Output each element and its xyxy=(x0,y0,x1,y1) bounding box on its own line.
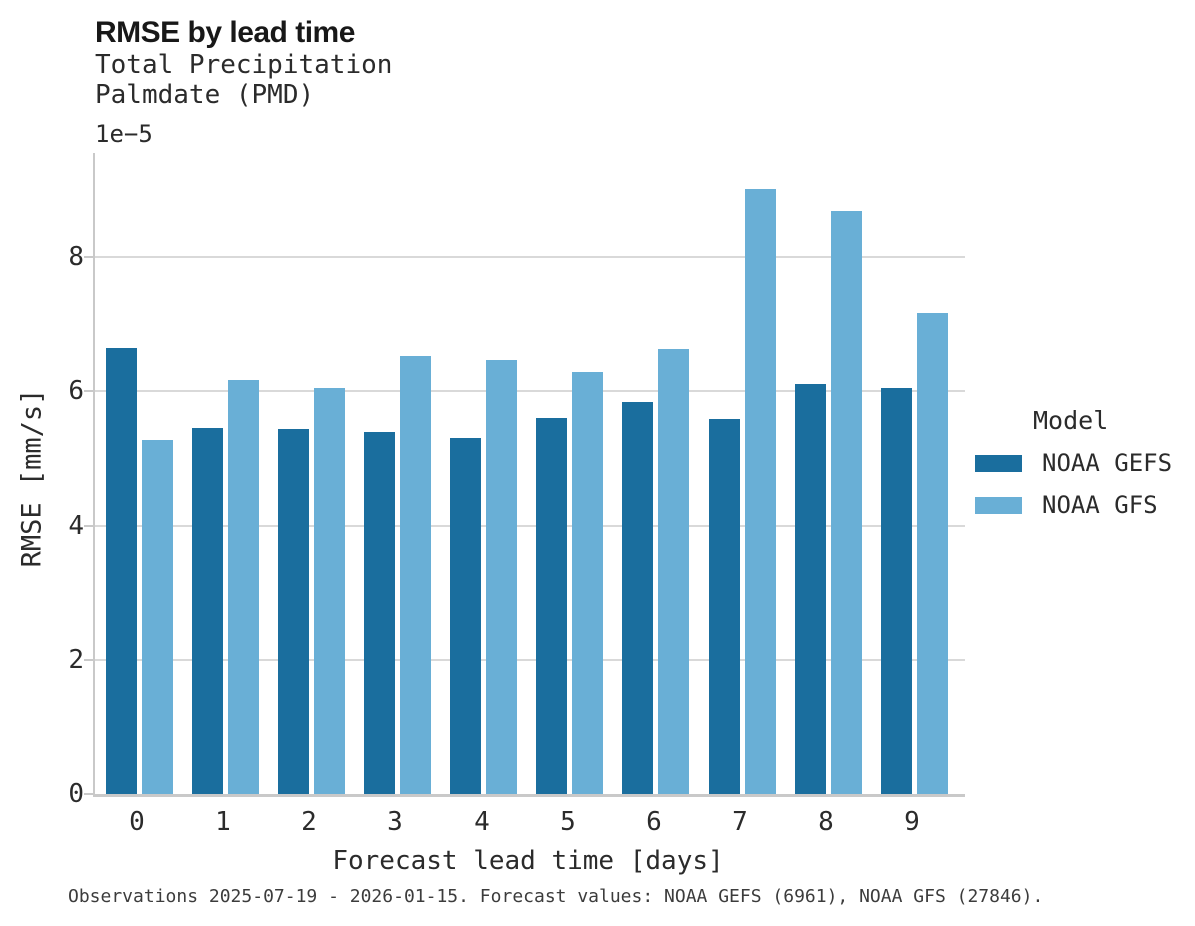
bar-noaa-gefs-day-4 xyxy=(450,438,481,794)
plot-area xyxy=(93,153,965,797)
x-tick-label-9: 9 xyxy=(904,807,920,837)
gridline-y-4 xyxy=(95,524,965,527)
chart-subtitle-line1: Total Precipitation xyxy=(95,50,393,80)
legend-label-noaa-gfs: NOAA GFS xyxy=(1042,491,1158,519)
legend-swatch-noaa-gefs xyxy=(975,454,1022,472)
bar-noaa-gfs-day-0 xyxy=(142,440,173,794)
y-tick-label-2: 2 xyxy=(68,644,84,675)
legend: Model NOAA GEFS NOAA GFS xyxy=(975,406,1172,519)
bar-noaa-gefs-day-5 xyxy=(536,418,567,794)
bar-noaa-gfs-day-6 xyxy=(658,349,689,794)
caption: Observations 2025-07-19 - 2026-01-15. Fo… xyxy=(68,886,1044,907)
bar-noaa-gfs-day-5 xyxy=(572,372,603,794)
bar-noaa-gefs-day-6 xyxy=(622,402,653,794)
y-tick-label-4: 4 xyxy=(68,510,84,541)
bar-noaa-gfs-day-7 xyxy=(745,189,776,794)
y-tick-mark-6 xyxy=(84,390,93,393)
y-tick-mark-0 xyxy=(84,793,93,795)
y-tick-label-8: 8 xyxy=(68,242,84,273)
bar-noaa-gfs-day-8 xyxy=(831,211,862,794)
x-tick-label-0: 0 xyxy=(129,807,145,837)
bar-noaa-gfs-day-1 xyxy=(228,380,259,794)
x-tick-label-5: 5 xyxy=(560,807,576,837)
bar-noaa-gefs-day-2 xyxy=(278,429,309,794)
x-tick-label-8: 8 xyxy=(818,807,834,837)
bar-noaa-gefs-day-0 xyxy=(106,348,137,794)
legend-label-noaa-gefs: NOAA GEFS xyxy=(1042,449,1173,477)
legend-entries: NOAA GEFS NOAA GFS xyxy=(975,449,1172,519)
legend-entry-noaa-gefs: NOAA GEFS xyxy=(975,449,1172,477)
y-axis-offset-label: 1e−5 xyxy=(95,120,153,148)
bar-noaa-gfs-day-3 xyxy=(400,356,431,794)
x-tick-label-7: 7 xyxy=(732,807,748,837)
bar-noaa-gfs-day-2 xyxy=(314,388,345,794)
x-tick-label-6: 6 xyxy=(646,807,662,837)
y-tick-mark-4 xyxy=(84,524,93,527)
y-tick-mark-8 xyxy=(84,256,93,259)
bar-noaa-gefs-day-1 xyxy=(192,428,223,794)
bar-noaa-gefs-day-8 xyxy=(795,384,826,794)
x-tick-label-1: 1 xyxy=(215,807,231,837)
bar-noaa-gfs-day-4 xyxy=(486,360,517,794)
chart-subtitle-line2: Palmdate (PMD) xyxy=(95,80,315,110)
legend-entry-noaa-gfs: NOAA GFS xyxy=(975,491,1172,519)
y-tick-mark-2 xyxy=(84,658,93,661)
y-tick-label-0: 0 xyxy=(68,779,84,809)
legend-swatch-noaa-gfs xyxy=(975,496,1022,514)
chart-title: RMSE by lead time xyxy=(95,16,355,49)
bar-noaa-gfs-day-9 xyxy=(917,313,948,794)
x-tick-label-2: 2 xyxy=(301,807,317,837)
y-tick-label-6: 6 xyxy=(68,376,84,407)
bar-noaa-gefs-day-7 xyxy=(709,419,740,794)
y-axis-title: RMSE [mm/s] xyxy=(16,388,48,568)
gridline-y-8 xyxy=(95,256,965,259)
gridline-y-2 xyxy=(95,658,965,661)
bar-noaa-gefs-day-3 xyxy=(364,432,395,794)
bar-noaa-gefs-day-9 xyxy=(881,388,912,794)
x-axis-title: Forecast lead time [days] xyxy=(332,846,724,876)
gridline-y-6 xyxy=(95,390,965,393)
legend-title: Model xyxy=(1033,406,1109,435)
x-tick-label-3: 3 xyxy=(387,807,403,837)
x-tick-label-4: 4 xyxy=(474,807,490,837)
